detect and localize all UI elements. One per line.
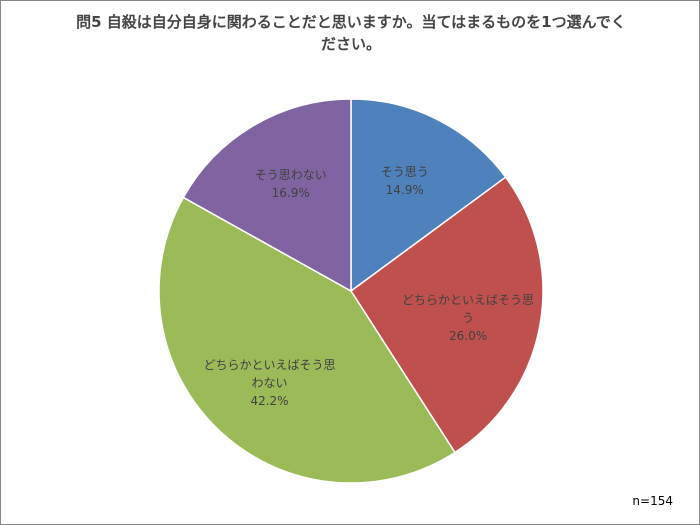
value-label: 42.2% <box>250 393 289 408</box>
category-label: どちらかといえばそう思う <box>402 292 535 325</box>
pie-slice <box>182 98 352 293</box>
category-label: そう思わない <box>254 168 327 183</box>
pie-slice <box>158 196 456 484</box>
chart-title: 問5 自殺は自分自身に関わることだと思いますか。当てはまるものを1つ選んでくださ… <box>76 13 626 53</box>
slice-label: そう思わない 16.9% <box>221 166 361 202</box>
value-label: 16.9% <box>271 186 310 201</box>
category-label: そう思う <box>380 164 429 179</box>
slice-label: どちらかといえばそう思わない 42.2% <box>200 356 340 410</box>
category-label: どちらかといえばそう思わない <box>203 357 336 390</box>
value-label: 26.0% <box>449 328 488 343</box>
pie-slice <box>349 176 544 454</box>
slice-label: どちらかといえばそう思う 26.0% <box>398 291 538 345</box>
slice-label: そう思う 14.9% <box>335 163 475 199</box>
annotation: n=154 <box>632 494 673 508</box>
value-label: 14.9% <box>385 182 424 197</box>
pie-slice <box>350 98 507 293</box>
